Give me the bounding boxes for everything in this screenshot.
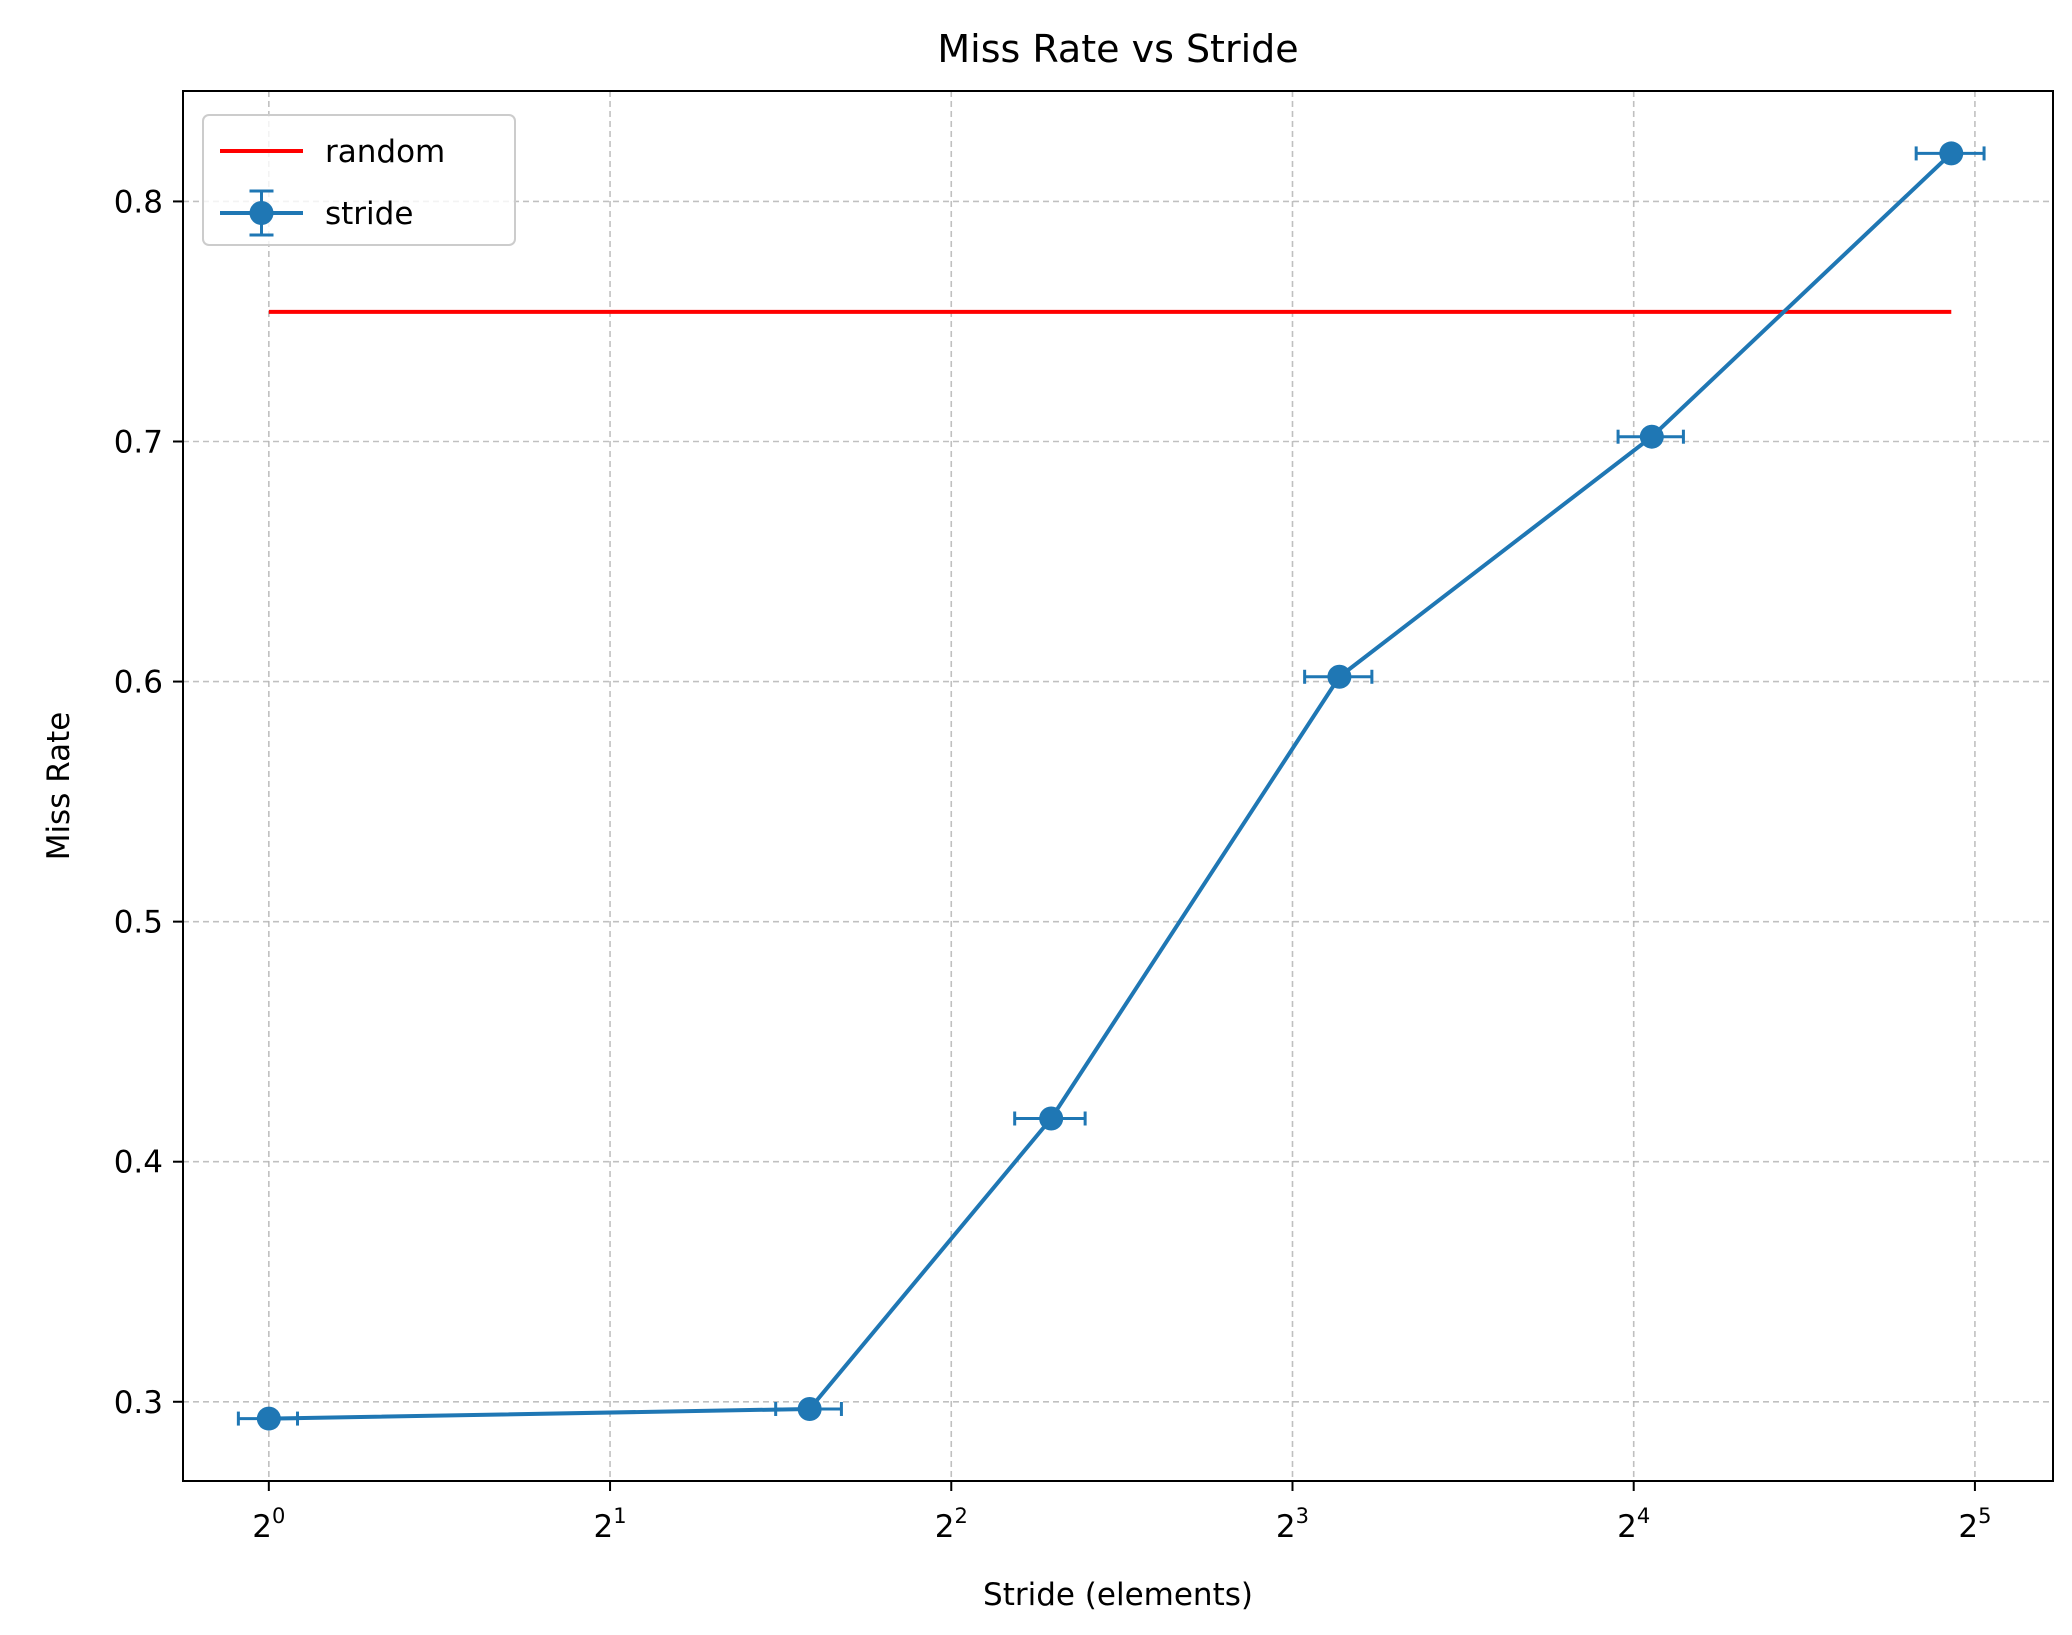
data-point xyxy=(1039,1106,1064,1131)
data-point xyxy=(797,1396,822,1421)
plot-frame xyxy=(182,90,2054,1482)
y-tick-label: 0.7 xyxy=(114,425,163,461)
legend: random stride xyxy=(202,114,516,246)
y-tick-label: 0.6 xyxy=(114,665,163,701)
legend-swatch-marker xyxy=(249,201,274,225)
x-tick-label: 22 xyxy=(935,1504,968,1545)
x-tick-label: 21 xyxy=(593,1504,626,1545)
x-tick-label: 23 xyxy=(1276,1504,1309,1545)
x-tick-label: 24 xyxy=(1617,1504,1650,1545)
y-tick-label: 0.8 xyxy=(114,184,163,220)
data-point xyxy=(1639,424,1664,449)
chart-title: Miss Rate vs Stride xyxy=(937,27,1298,71)
y-axis-label: Miss Rate xyxy=(41,712,77,861)
series-line-stride xyxy=(268,151,1953,1421)
y-tick-label: 0.5 xyxy=(114,905,163,941)
y-tick-label: 0.3 xyxy=(114,1385,163,1421)
y-tick-label: 0.4 xyxy=(114,1145,163,1181)
legend-label-stride: stride xyxy=(325,196,413,232)
grid xyxy=(183,91,2053,1481)
x-tick-label: 20 xyxy=(252,1504,285,1545)
x-tick-label: 25 xyxy=(1958,1504,1991,1545)
legend-label-random: random xyxy=(325,134,445,170)
x-axis-label: Stride (elements) xyxy=(983,1577,1253,1613)
data-point xyxy=(1327,664,1352,689)
series-layer xyxy=(236,141,1986,1431)
data-point xyxy=(1939,141,1964,166)
data-point xyxy=(256,1406,281,1431)
ticks: 20 21 22 23 24 25 0.3 0.4 0.5 0.6 0.7 0.8 xyxy=(114,184,1992,1545)
